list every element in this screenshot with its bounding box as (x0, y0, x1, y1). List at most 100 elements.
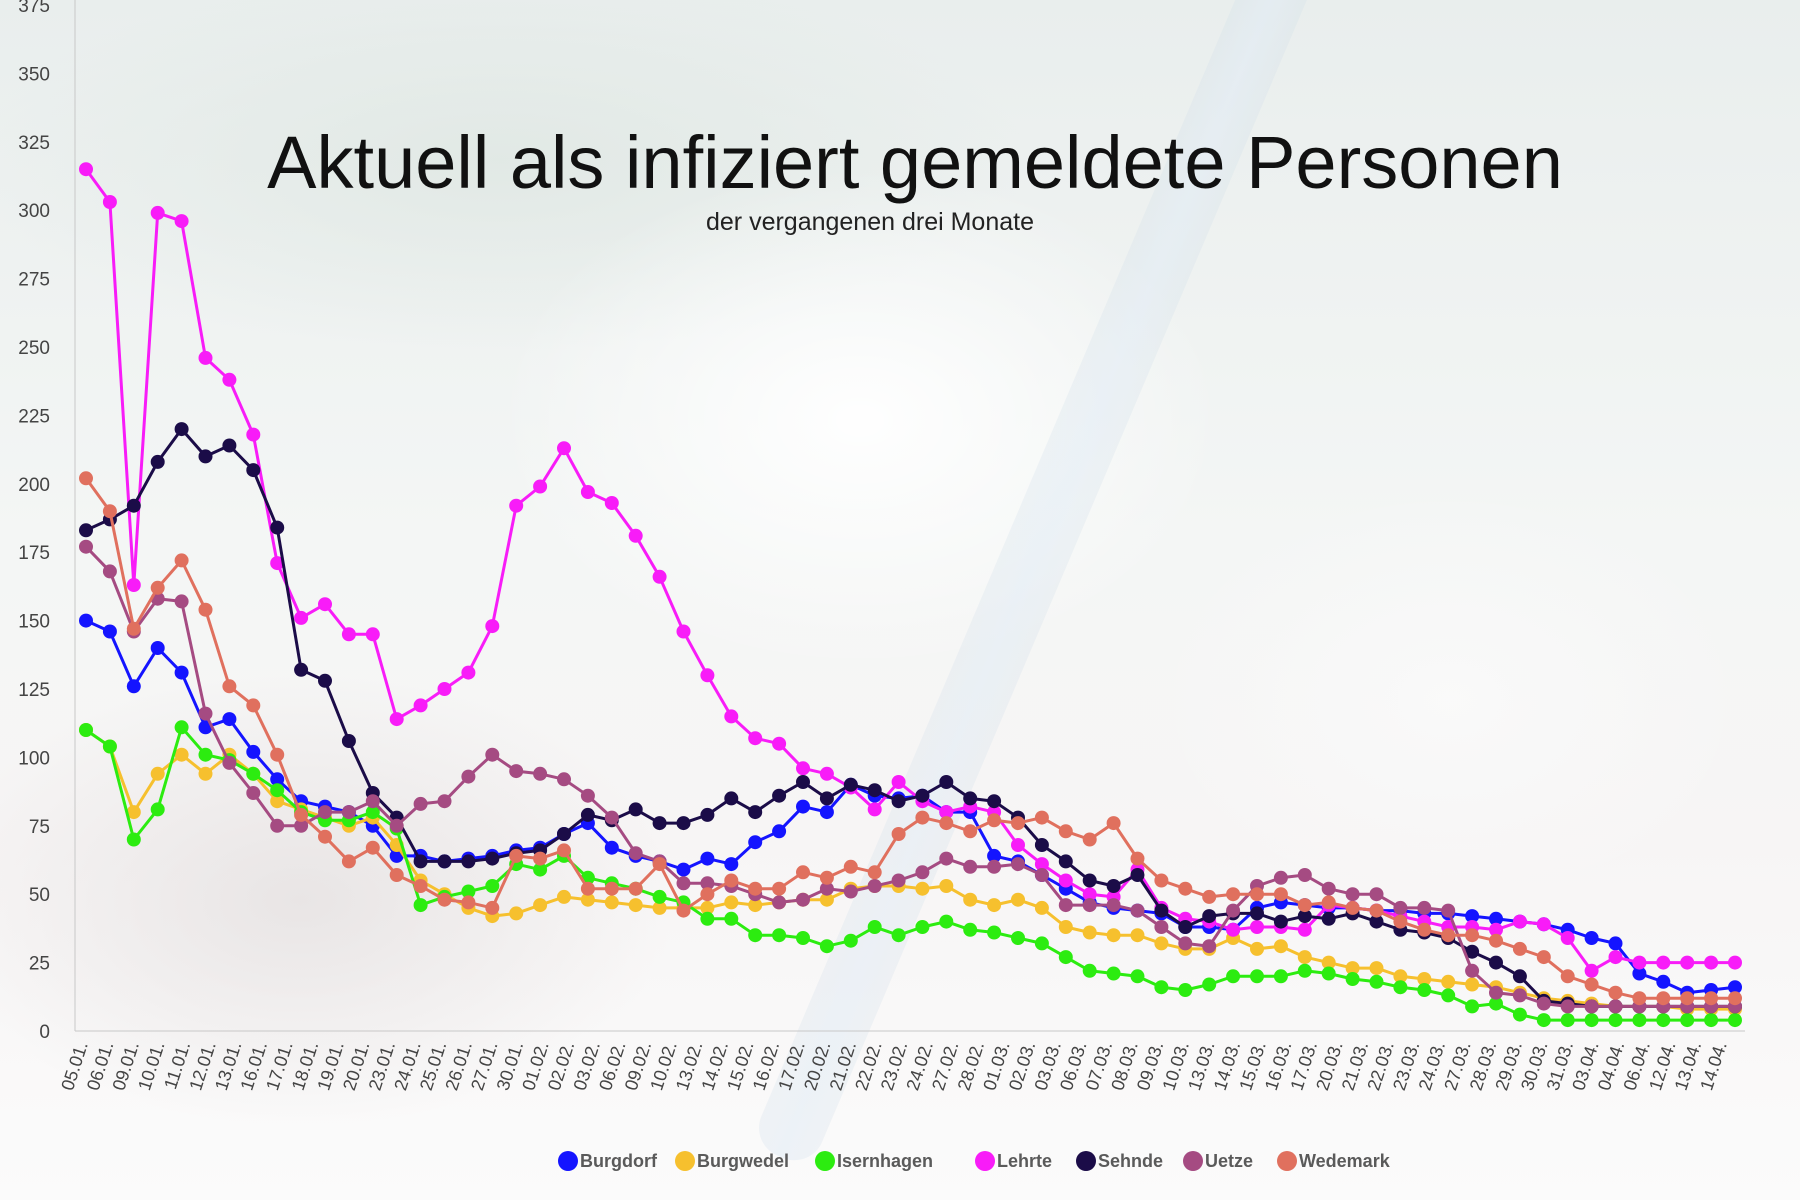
data-point (246, 744, 261, 759)
data-point (557, 843, 571, 858)
data-point (819, 892, 834, 907)
data-point (341, 627, 356, 642)
data-point (1393, 980, 1408, 995)
y-tick-label: 0 (39, 1022, 50, 1043)
data-point (1321, 966, 1336, 981)
data-point (1560, 969, 1575, 984)
data-point (1369, 903, 1384, 918)
data-point (772, 824, 787, 839)
data-point (341, 854, 356, 869)
data-point (939, 914, 954, 929)
data-point (509, 764, 524, 779)
data-point (1297, 963, 1312, 978)
legend: Burgdorf Burgwedel Isernhagen Lehrte Sehnde U… (558, 1151, 1391, 1171)
data-point (580, 892, 595, 907)
data-point (1178, 920, 1193, 934)
data-point (126, 578, 141, 592)
data-point (724, 895, 739, 910)
y-tick-label: 300 (18, 201, 50, 222)
data-point (294, 818, 309, 833)
data-point (1608, 936, 1623, 951)
data-point (1560, 999, 1575, 1014)
data-point (461, 884, 476, 899)
data-point (1250, 887, 1264, 902)
data-point (939, 851, 954, 866)
series-wedemark (79, 471, 1742, 1006)
data-point (294, 610, 309, 625)
data-point (461, 854, 476, 869)
data-point (246, 786, 261, 800)
data-point (1608, 950, 1623, 965)
data-point (246, 698, 261, 713)
data-point (79, 539, 93, 554)
series-line (84, 545, 1735, 1008)
data-point (1584, 963, 1599, 978)
data-point (1704, 991, 1719, 1006)
data-point (1632, 966, 1647, 981)
data-point (1130, 903, 1145, 918)
data-point (963, 824, 978, 839)
y-tick-label: 25 (29, 954, 50, 975)
data-point (294, 807, 309, 822)
y-tick-label: 100 (18, 748, 50, 769)
data-point (1202, 939, 1217, 954)
data-point (1202, 977, 1217, 992)
data-point (1345, 972, 1360, 986)
data-point (174, 214, 189, 229)
data-point (1704, 1013, 1719, 1028)
data-point (222, 372, 237, 387)
data-point (1058, 873, 1073, 888)
data-point (724, 709, 739, 724)
data-point (580, 881, 595, 896)
data-point (1536, 917, 1551, 932)
data-point (796, 931, 810, 945)
data-point (1034, 936, 1049, 951)
legend-item-sehnde: Sehnde (1076, 1151, 1163, 1171)
data-point (270, 794, 285, 809)
data-point (437, 892, 452, 907)
data-point (772, 928, 787, 943)
data-point (1417, 900, 1432, 915)
data-point (79, 471, 93, 486)
data-point (79, 523, 93, 538)
data-point (1011, 931, 1025, 945)
data-point (1417, 972, 1432, 986)
data-point (389, 818, 404, 833)
data-point (652, 900, 667, 915)
data-point (724, 791, 739, 806)
data-point (628, 898, 643, 913)
data-point (1417, 922, 1432, 937)
data-point (1034, 868, 1049, 882)
data-point (724, 857, 739, 872)
data-point (485, 879, 500, 893)
data-point (1058, 898, 1073, 913)
data-point (1608, 985, 1623, 1000)
data-point (533, 862, 548, 877)
data-point (222, 712, 237, 727)
data-point (1011, 892, 1025, 907)
data-point (915, 881, 930, 896)
data-point (174, 720, 189, 735)
data-point (772, 736, 787, 751)
data-point (580, 807, 595, 822)
data-point (604, 895, 619, 910)
data-point (174, 665, 189, 680)
chart-title: Aktuell als infiziert gemeldete Personen (267, 121, 1563, 204)
data-point (748, 731, 763, 746)
data-point (700, 900, 715, 915)
data-point (1082, 832, 1097, 847)
data-point (676, 816, 691, 831)
data-point (1441, 903, 1456, 918)
data-point (1489, 922, 1503, 937)
data-point (748, 805, 763, 820)
y-tick-label: 375 (18, 0, 50, 17)
data-point (1512, 941, 1527, 956)
data-point (891, 873, 906, 888)
data-point (1584, 977, 1599, 992)
y-tick-label: 250 (18, 338, 50, 359)
data-point (533, 479, 548, 494)
data-point (557, 827, 571, 841)
data-point (150, 802, 165, 817)
series-line (84, 477, 1735, 1000)
